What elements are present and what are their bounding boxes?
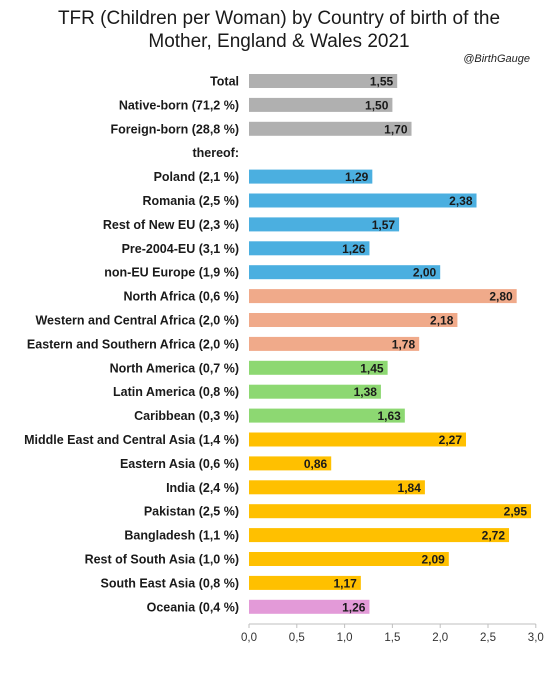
category-label: Native-born (71,2 %) <box>119 98 239 112</box>
category-label: India (2,4 %) <box>166 481 239 495</box>
bar-value-label: 2,95 <box>504 505 528 519</box>
x-tick-label: 0,0 <box>241 632 257 644</box>
bar <box>249 336 420 351</box>
bar <box>249 169 373 184</box>
bar <box>249 97 393 112</box>
bar-value-label: 1,63 <box>377 409 401 423</box>
x-tick-label: 0,5 <box>289 632 305 644</box>
bar-value-label: 1,26 <box>342 600 366 614</box>
bar <box>249 121 412 136</box>
bar-value-label: 2,27 <box>439 433 463 447</box>
x-tick-label: 1,0 <box>337 632 353 644</box>
bar-value-label: 1,50 <box>365 98 389 112</box>
category-label: non-EU Europe (1,9 %) <box>104 266 239 280</box>
category-label: Pre-2004-EU (3,1 %) <box>122 242 239 256</box>
bar <box>249 575 361 590</box>
category-label: Western and Central Africa (2,0 %) <box>35 314 239 328</box>
category-label: North Africa (0,6 %) <box>123 290 239 304</box>
bar <box>249 552 449 566</box>
category-label: Total <box>210 75 239 89</box>
bar <box>249 217 400 232</box>
bar <box>249 241 370 256</box>
category-label: Rest of South Asia (1,0 %) <box>85 553 239 567</box>
chart-credit: @BirthGauge <box>463 53 530 65</box>
bar <box>249 360 388 375</box>
bar <box>249 528 510 543</box>
category-label: Oceania (0,4 %) <box>147 600 239 614</box>
bar-value-label: 1,70 <box>384 122 408 136</box>
bar <box>249 384 381 399</box>
bar-value-label: 2,00 <box>413 266 437 280</box>
bar-value-label: 1,26 <box>342 242 366 256</box>
bar-value-label: 2,38 <box>449 194 473 208</box>
bar <box>249 193 477 208</box>
x-tick-label: 2,0 <box>432 632 448 644</box>
bar-value-label: 1,57 <box>372 218 396 232</box>
bar <box>249 504 532 519</box>
x-tick-label: 2,5 <box>480 632 496 644</box>
category-label: South East Asia (0,8 %) <box>101 576 239 590</box>
category-label: thereof: <box>192 146 239 160</box>
bar <box>249 599 370 614</box>
category-label: Rest of New EU (2,3 %) <box>103 218 239 232</box>
category-label: Foreign-born (28,8 %) <box>111 122 239 136</box>
x-tick-label: 1,5 <box>384 632 400 644</box>
bar-value-label: 1,17 <box>333 576 357 590</box>
bar-value-label: 0,86 <box>304 457 328 471</box>
bar-value-label: 2,09 <box>421 553 445 567</box>
bar-value-label: 2,18 <box>430 314 454 328</box>
x-tick-label: 3,0 <box>528 632 544 644</box>
bar-value-label: 1,55 <box>370 75 394 89</box>
bar-value-label: 1,45 <box>360 361 384 375</box>
bar <box>249 313 458 327</box>
chart-title-line-2: Mother, England & Wales 2021 <box>148 31 410 52</box>
category-label: Bangladesh (1,1 %) <box>124 529 239 543</box>
chart-title-line-1: TFR (Children per Woman) by Country of b… <box>57 8 501 29</box>
category-label: North America (0,7 %) <box>110 361 239 375</box>
bar-value-label: 2,72 <box>482 529 506 543</box>
category-label: Caribbean (0,3 %) <box>134 409 239 423</box>
bar <box>249 432 467 447</box>
category-label: Latin America (0,8 %) <box>113 385 239 399</box>
category-label: Eastern Asia (0,6 %) <box>120 457 239 471</box>
category-label: Pakistan (2,5 %) <box>144 505 239 519</box>
bar-value-label: 1,38 <box>354 385 378 399</box>
bar-value-label: 1,29 <box>345 170 369 184</box>
bar <box>249 265 441 280</box>
bar <box>249 408 405 423</box>
bar <box>249 480 425 495</box>
bar-value-label: 2,80 <box>489 290 513 304</box>
category-label: Romania (2,5 %) <box>142 194 239 208</box>
bar <box>249 456 332 471</box>
bar-value-label: 1,84 <box>398 481 422 495</box>
bar <box>249 289 517 304</box>
category-label: Poland (2,1 %) <box>154 170 239 184</box>
bar <box>249 74 398 88</box>
category-label: Eastern and Southern Africa (2,0 %) <box>27 337 239 351</box>
bar-value-label: 1,78 <box>392 337 416 351</box>
category-label: Middle East and Central Asia (1,4 %) <box>24 433 239 447</box>
